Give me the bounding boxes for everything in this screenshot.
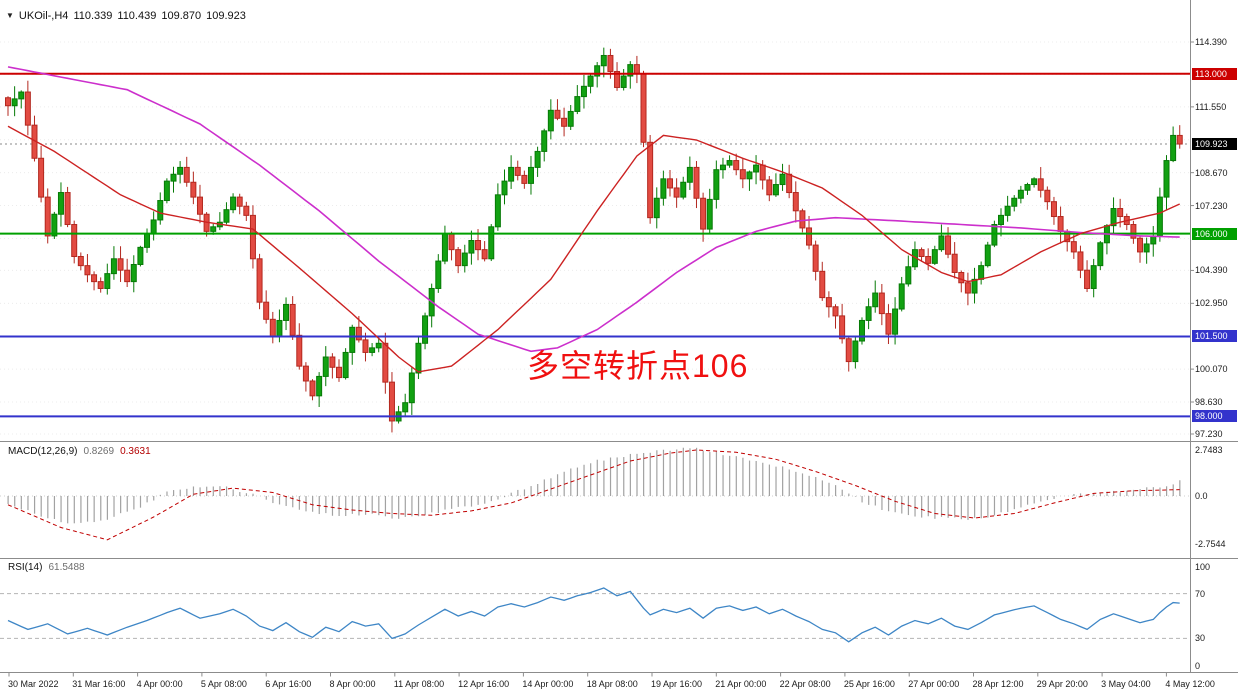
rsi-indicator-label: RSI(14) 61.5488	[8, 562, 85, 573]
macd-name: MACD(12,26,9)	[8, 446, 78, 457]
price-tick-label: 114.390	[1195, 37, 1227, 47]
time-tick-label: 27 Apr 00:00	[908, 679, 960, 689]
level-price-tag: 101.500	[1192, 330, 1237, 343]
ohlc-close: 109.923	[206, 10, 246, 22]
time-tick-label: 6 Apr 16:00	[265, 679, 312, 689]
price-axis[interactable]: 114.390 111.550 108.670 107.230 104.390 102.9…	[1191, 0, 1238, 672]
macd-indicator-label: MACD(12,26,9) 0.8269 0.3631	[8, 446, 151, 457]
current-price-tag: 109.923	[1192, 138, 1237, 151]
time-tick-label: 22 Apr 08:00	[779, 679, 831, 689]
candles-layer	[5, 47, 1183, 433]
time-tick-label: 14 Apr 00:00	[522, 679, 574, 689]
level-price-tag: 106.000	[1192, 227, 1237, 240]
time-tick-label: 8 Apr 00:00	[329, 679, 376, 689]
level-price-tag: 98.000	[1192, 410, 1237, 423]
ohlc-low: 109.870	[161, 10, 202, 22]
price-tick-label: 104.390	[1195, 265, 1228, 276]
grid-layer	[0, 41, 1190, 639]
horizontal-lines-layer	[0, 72, 1190, 418]
price-tick-label: 111.550	[1195, 101, 1227, 112]
time-tick-label: 4 Apr 00:00	[136, 679, 183, 689]
price-tick-label: 97.230	[1195, 428, 1223, 439]
ma-slow-line	[7, 66, 1180, 353]
chart-title: ▼ UKOil-,H4 110.339 110.439 109.870 109.…	[6, 10, 246, 22]
rsi-name: RSI(14)	[8, 562, 43, 573]
panel-borders	[0, 0, 1238, 673]
time-tick-label: 31 Mar 16:00	[72, 679, 126, 689]
price-tick-label: 102.950	[1195, 298, 1228, 309]
ma-fast-line	[7, 125, 1180, 373]
price-tick-label: 98.630	[1195, 397, 1223, 407]
time-tick-label: 21 Apr 00:00	[715, 679, 767, 689]
rsi-tick-label: 0	[1195, 661, 1201, 671]
price-tick-label: 108.670	[1195, 167, 1228, 178]
ohlc-high: 110.439	[117, 10, 157, 22]
time-tick-label: 4 May 12:00	[1165, 679, 1215, 689]
macd-tick-label: 2.7483	[1195, 445, 1223, 455]
time-tick-label: 11 Apr 08:00	[393, 679, 445, 689]
rsi-tick-label: 30	[1195, 633, 1206, 644]
rsi-line	[7, 587, 1180, 643]
time-tick-label: 28 Apr 12:00	[972, 679, 1024, 689]
macd-signal-value: 0.3631	[120, 446, 151, 457]
price-tick-label: 107.230	[1195, 200, 1228, 211]
time-axis[interactable]: 30 Mar 2022 31 Mar 16:00 4 Apr 00:00 5 Apr …	[0, 672, 1238, 698]
level-price-tag: 113.000	[1192, 67, 1237, 80]
macd-tick-label: 0.0	[1195, 491, 1208, 501]
time-tick-label: 12 Apr 16:00	[458, 679, 510, 689]
rsi-tick-label: 100	[1195, 562, 1211, 572]
rsi-tick-label: 70	[1195, 588, 1206, 599]
macd-value: 0.8269	[83, 446, 115, 457]
time-tick-label: 30 Mar 2022	[8, 679, 59, 689]
annotation-text: 多空转折点106	[527, 348, 749, 384]
time-tick-label: 29 Apr 20:00	[1036, 679, 1088, 689]
time-tick-label: 18 Apr 08:00	[586, 679, 638, 689]
macd-tick-label: -2.7544	[1195, 539, 1226, 550]
time-tick-label: 19 Apr 16:00	[651, 679, 703, 689]
rsi-value: 61.5488	[48, 562, 85, 573]
macd-histogram	[7, 447, 1181, 524]
macd-signal-line	[7, 449, 1180, 541]
time-tick-label: 3 May 04:00	[1101, 679, 1151, 689]
price-tick-label: 100.070	[1195, 364, 1228, 375]
time-tick-label: 25 Apr 16:00	[843, 679, 895, 689]
expand-triangle-icon[interactable]: ▼	[6, 11, 14, 20]
symbol-period-label: UKOil-,H4	[18, 10, 69, 22]
axis-ticks	[8, 41, 1194, 677]
ohlc-open: 110.339	[73, 10, 113, 22]
time-tick-label: 5 Apr 08:00	[200, 679, 247, 689]
